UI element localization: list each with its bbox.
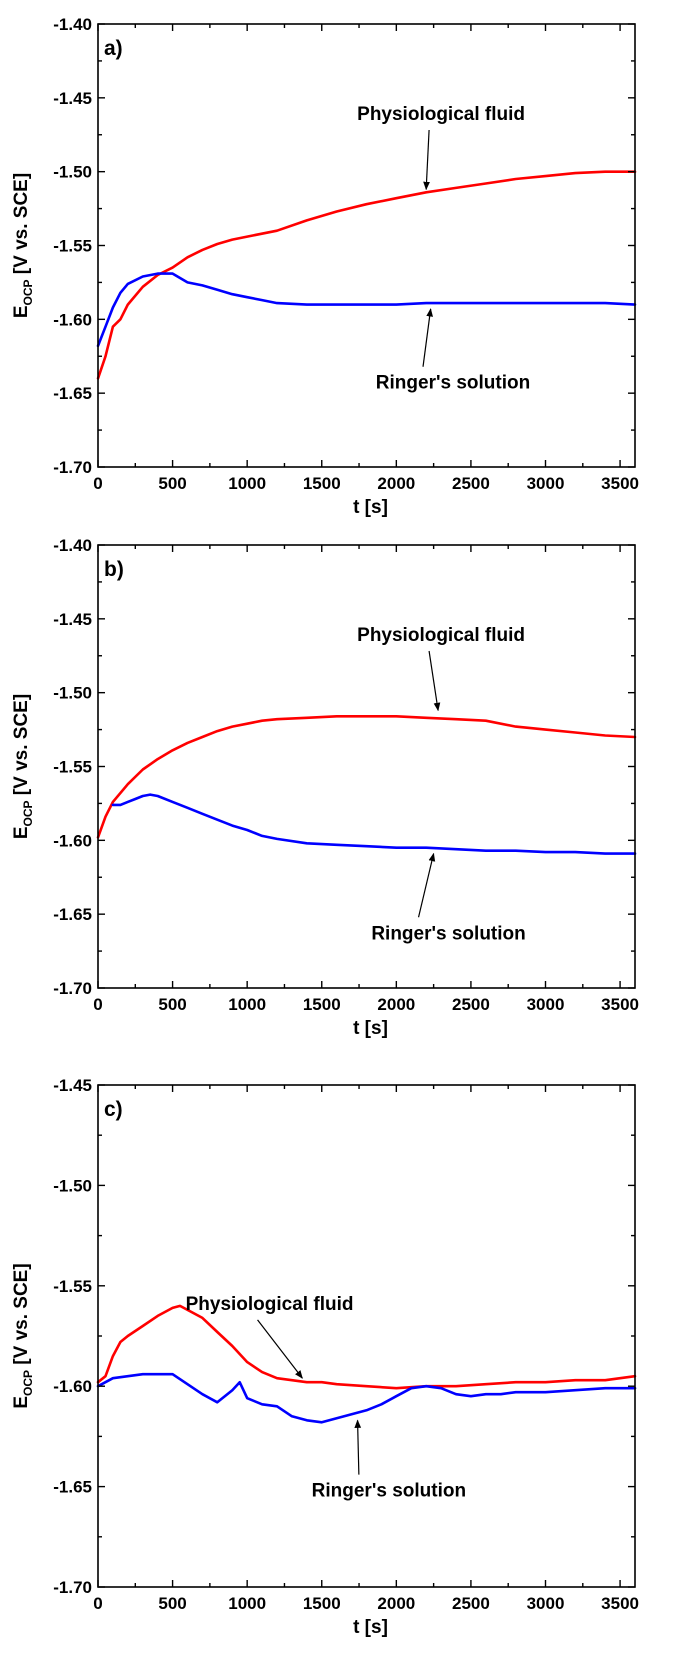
annotation-arrow xyxy=(422,308,433,367)
y-tick-label: -1.60 xyxy=(53,831,92,850)
y-tick-label: -1.70 xyxy=(53,979,92,998)
annotation-label: Ringer's solution xyxy=(371,923,525,944)
x-tick-label: 1000 xyxy=(228,474,266,493)
panel-label: a) xyxy=(104,37,123,60)
x-tick-label: 2000 xyxy=(377,995,415,1014)
y-tick-label: -1.70 xyxy=(53,458,92,477)
y-axis-label: EOCP [V vs. SCE] xyxy=(11,1263,35,1408)
annotation-arrow xyxy=(428,650,441,712)
x-axis-label: t [s] xyxy=(353,497,388,518)
x-axis-label: t [s] xyxy=(353,1018,388,1039)
x-tick-label: 1500 xyxy=(303,995,341,1014)
annotation-label: Physiological fluid xyxy=(186,1294,354,1315)
x-tick-label: 500 xyxy=(158,1594,186,1613)
panel-label: b) xyxy=(104,558,124,581)
x-tick-label: 1500 xyxy=(303,1594,341,1613)
chart-panel-c: 0 500 1000 1500 2000 2500 3000 3500 -1.45 -1.50 -1… xyxy=(11,1076,639,1638)
x-tick-label: 2500 xyxy=(452,1594,490,1613)
x-tick-label: 2000 xyxy=(377,474,415,493)
annotation-label: Ringer's solution xyxy=(312,1481,466,1502)
annotation-label: Physiological fluid xyxy=(357,625,525,646)
series-line-physiological-fluid xyxy=(96,170,637,380)
x-tick-label: 2500 xyxy=(452,995,490,1014)
x-tick-label: 1000 xyxy=(228,1594,266,1613)
y-tick-label: -1.65 xyxy=(53,1478,92,1497)
series-line-ringers-solution xyxy=(96,1372,637,1424)
series-line-physiological-fluid xyxy=(96,714,637,839)
y-tick-label: -1.60 xyxy=(53,310,92,329)
series-line-ringers-solution xyxy=(96,272,637,348)
series-line-physiological-fluid xyxy=(96,1304,637,1390)
y-tick-label: -1.60 xyxy=(53,1377,92,1396)
x-tick-label: 0 xyxy=(93,1594,102,1613)
plot-frame xyxy=(97,23,636,468)
y-tick-label: -1.55 xyxy=(53,1277,92,1296)
annotation-arrow xyxy=(354,1419,362,1475)
x-tick-label: 3500 xyxy=(601,474,639,493)
y-tick-label: -1.45 xyxy=(53,1076,92,1095)
x-tick-label: 1500 xyxy=(303,474,341,493)
y-axis-label: EOCP [V vs. SCE] xyxy=(11,173,35,318)
y-tick-label: -1.50 xyxy=(53,1176,92,1195)
x-tick-label: 3000 xyxy=(527,995,565,1014)
annotation-arrow xyxy=(257,1319,303,1379)
annotation-arrow xyxy=(417,852,436,918)
y-tick-label: -1.50 xyxy=(53,163,92,182)
plot-frame xyxy=(97,1084,636,1588)
x-tick-label: 3500 xyxy=(601,1594,639,1613)
series-line-ringers-solution xyxy=(111,793,637,855)
annotation-label: Physiological fluid xyxy=(357,104,525,125)
y-axis-label: EOCP [V vs. SCE] xyxy=(11,694,35,839)
x-tick-label: 3000 xyxy=(527,474,565,493)
x-tick-label: 1000 xyxy=(228,995,266,1014)
chart-panel-b: 0 500 1000 1500 2000 2500 3000 3500 -1.40 -1.45 -1… xyxy=(11,536,639,1039)
x-tick-label: 500 xyxy=(158,474,186,493)
x-tick-label: 0 xyxy=(93,474,102,493)
annotation-arrow xyxy=(423,129,430,191)
y-tick-label: -1.45 xyxy=(53,89,92,108)
x-tick-label: 2500 xyxy=(452,474,490,493)
y-tick-label: -1.70 xyxy=(53,1578,92,1597)
y-tick-label: -1.55 xyxy=(53,237,92,256)
x-tick-label: 500 xyxy=(158,995,186,1014)
chart-panel-a: 0 500 1000 1500 2000 2500 3000 3500 -1.40 -1.45 -1… xyxy=(11,15,639,518)
y-tick-label: -1.40 xyxy=(53,536,92,555)
x-tick-label: 2000 xyxy=(377,1594,415,1613)
x-tick-label: 3000 xyxy=(527,1594,565,1613)
y-tick-label: -1.50 xyxy=(53,684,92,703)
annotation-label: Ringer's solution xyxy=(376,373,530,394)
x-tick-label: 3500 xyxy=(601,995,639,1014)
x-axis-label: t [s] xyxy=(353,1617,388,1638)
y-tick-label: -1.65 xyxy=(53,384,92,403)
y-tick-label: -1.45 xyxy=(53,610,92,629)
y-tick-label: -1.40 xyxy=(53,15,92,34)
panel-label: c) xyxy=(104,1098,123,1121)
y-tick-label: -1.55 xyxy=(53,758,92,777)
y-tick-label: -1.65 xyxy=(53,905,92,924)
plot-frame xyxy=(97,544,636,989)
x-tick-label: 0 xyxy=(93,995,102,1014)
